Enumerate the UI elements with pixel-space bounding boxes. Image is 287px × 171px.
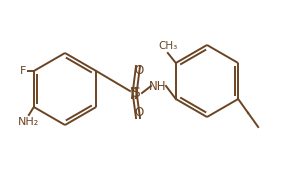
Text: NH₂: NH₂ [18, 117, 39, 127]
Text: O: O [134, 107, 144, 120]
Text: CH₃: CH₃ [158, 41, 177, 51]
Text: S: S [131, 86, 139, 100]
Text: O: O [134, 64, 144, 77]
Text: NH: NH [149, 80, 167, 93]
Text: F: F [20, 66, 26, 76]
